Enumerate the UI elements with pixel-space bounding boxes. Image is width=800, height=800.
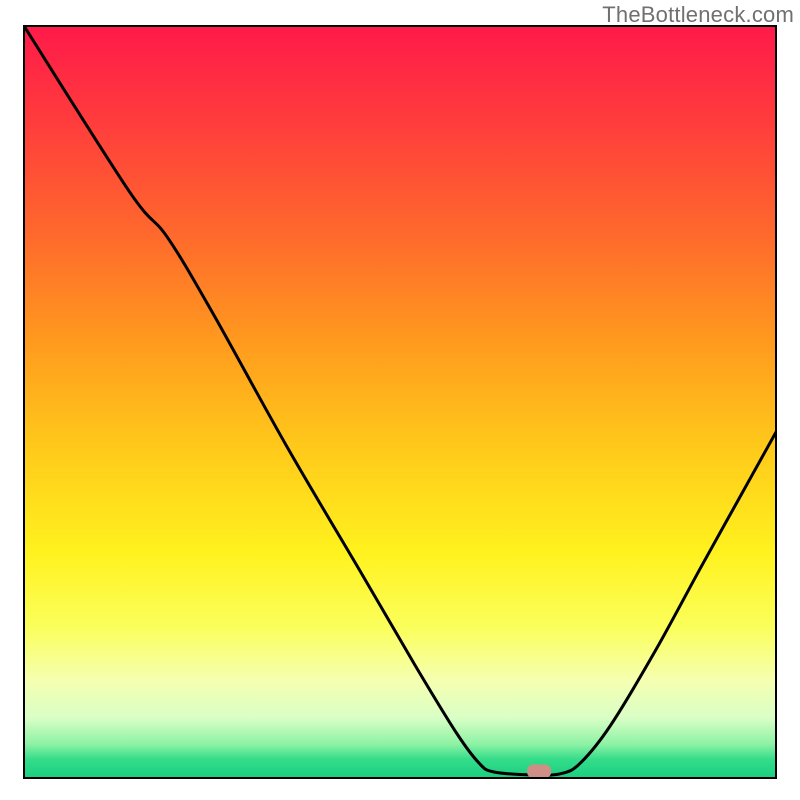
plot-area — [24, 26, 776, 778]
optimal-marker — [527, 764, 551, 778]
watermark-text: TheBottleneck.com — [602, 2, 794, 28]
chart-container: TheBottleneck.com — [0, 0, 800, 800]
bottleneck-chart — [0, 0, 800, 800]
gradient-background — [24, 26, 776, 778]
